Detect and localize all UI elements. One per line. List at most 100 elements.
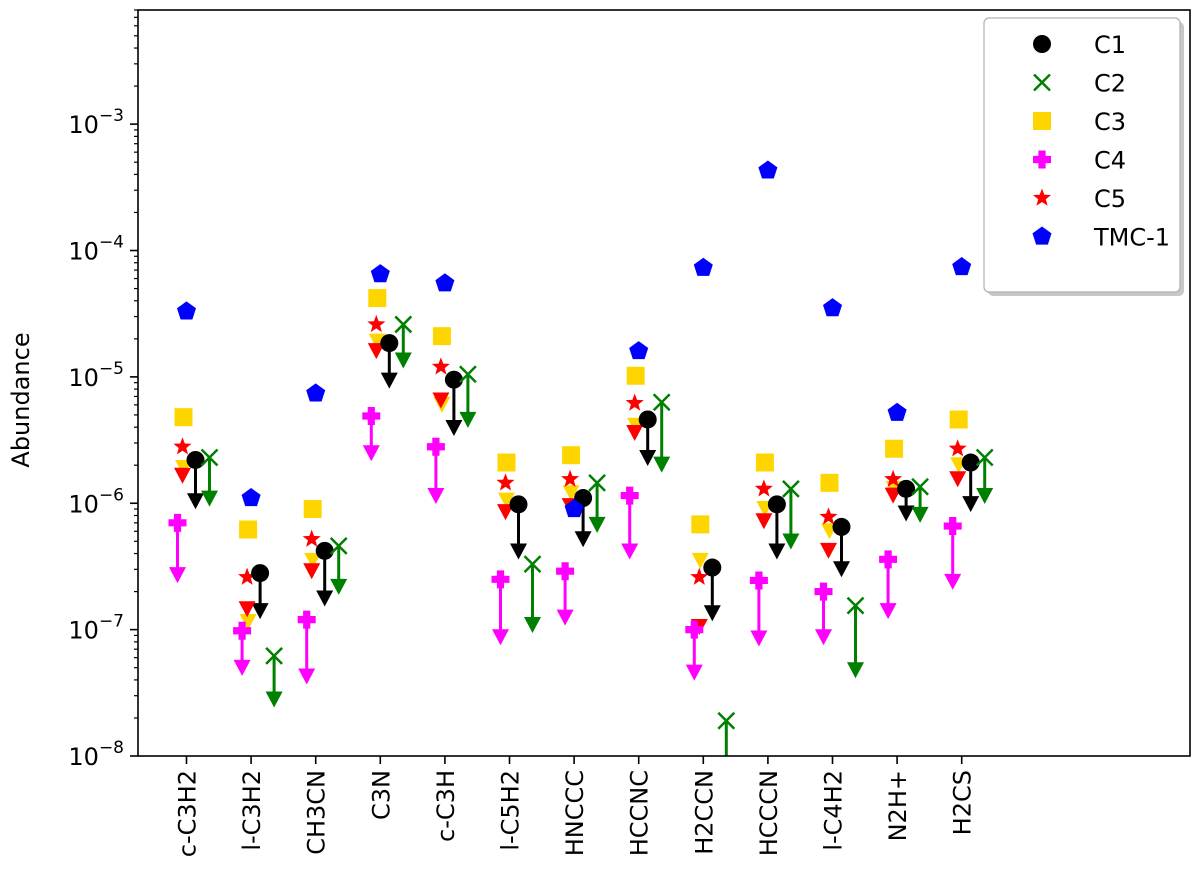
point-c1-lc5h2 bbox=[509, 495, 528, 514]
point-c2-cc3h2 bbox=[200, 448, 219, 467]
point-c5-lc3h2 bbox=[238, 567, 257, 585]
x-tick-label: c-C3H bbox=[432, 770, 460, 842]
point-c2-c3n bbox=[394, 315, 413, 334]
c3-upper-limit-marker bbox=[562, 485, 580, 502]
legend-label-c1: C1 bbox=[1094, 31, 1126, 59]
point-c4-cc3h2 bbox=[168, 513, 187, 532]
c5-upper-limit-marker bbox=[755, 513, 773, 530]
point-c4-hnccc bbox=[556, 562, 575, 581]
x-tick-label: l-C3H2 bbox=[238, 770, 266, 851]
point-c4-c3n bbox=[362, 407, 381, 426]
upper-limit-arrow-head bbox=[394, 352, 412, 369]
point-c2-ch3cn bbox=[329, 536, 348, 555]
point-c4-lc4h2 bbox=[814, 582, 833, 601]
upper-limit-arrow-head bbox=[427, 488, 445, 505]
point-tmc1-cc3h2 bbox=[176, 301, 197, 320]
point-c3-lc3h2 bbox=[239, 520, 258, 539]
point-c3-c3n bbox=[368, 289, 387, 308]
legend-label-tmc1: TMC-1 bbox=[1093, 224, 1170, 252]
c5-upper-limit-marker bbox=[238, 601, 256, 618]
upper-limit-arrow-head bbox=[879, 603, 897, 620]
point-tmc1-ch3cn bbox=[306, 383, 326, 402]
upper-limit-arrow-head bbox=[847, 662, 864, 679]
upper-limit-arrow-head bbox=[782, 533, 800, 550]
y-tick-base: 10 bbox=[68, 364, 99, 392]
point-tmc1-n2h bbox=[887, 402, 907, 421]
upper-limit-arrow-head bbox=[265, 691, 283, 708]
point-c1-c3n bbox=[380, 334, 399, 353]
x-tick-label: H2CS bbox=[949, 770, 977, 835]
point-c5-lc5h2 bbox=[496, 473, 515, 491]
point-c4-n2h bbox=[879, 550, 898, 569]
upper-limit-arrow-head bbox=[944, 573, 962, 590]
point-c2-hccnc bbox=[652, 393, 671, 412]
point-c1-h2ccn bbox=[703, 558, 722, 577]
point-c3-lc5h2 bbox=[497, 453, 516, 472]
legend-marker-c2 bbox=[1033, 73, 1051, 92]
x-tick-label: N2H+ bbox=[884, 770, 912, 841]
point-c3-hcccn bbox=[755, 453, 774, 472]
c3-upper-limit-marker bbox=[239, 613, 257, 630]
c5-upper-limit-marker bbox=[626, 424, 644, 441]
point-c1-cc3h bbox=[444, 370, 463, 389]
c3-upper-limit-marker bbox=[691, 552, 709, 569]
upper-limit-arrow-head bbox=[703, 605, 721, 622]
legend-box bbox=[983, 17, 1181, 293]
point-c4-hccnc bbox=[620, 486, 639, 505]
point-c5-ch3cn bbox=[302, 529, 321, 547]
point-c3-cc3h2 bbox=[174, 408, 193, 427]
chart-marks bbox=[168, 160, 994, 756]
point-c4-lc5h2 bbox=[491, 570, 510, 589]
c5-upper-limit-marker bbox=[432, 392, 450, 409]
x-tick-label: l-C4H2 bbox=[820, 770, 848, 851]
upper-limit-arrow-head bbox=[362, 445, 380, 462]
legend: C1 C2 C3 C4 C5 TMC-1 bbox=[983, 17, 1184, 296]
point-tmc1-lc4h2 bbox=[822, 298, 843, 317]
point-c2-h2cs bbox=[975, 448, 994, 467]
upper-limit-arrow-head bbox=[298, 668, 316, 685]
point-c5-cc3h bbox=[431, 357, 450, 375]
c5-upper-limit-marker bbox=[820, 542, 837, 559]
legend-marker-c3 bbox=[1033, 112, 1051, 130]
legend-marker-c1 bbox=[1033, 35, 1051, 53]
point-c3-lc4h2 bbox=[820, 473, 839, 492]
point-c2-cc3h bbox=[459, 365, 477, 384]
legend-label-c5: C5 bbox=[1094, 185, 1126, 213]
upper-limit-arrow-head bbox=[380, 372, 398, 389]
point-tmc1-h2ccn bbox=[693, 257, 713, 276]
upper-limit-arrow-head bbox=[588, 516, 606, 533]
legend-label-c4: C4 bbox=[1094, 147, 1126, 175]
point-c3-hccnc bbox=[626, 366, 645, 385]
upper-limit-arrow-head bbox=[976, 488, 994, 505]
upper-limit-arrow-head bbox=[556, 609, 574, 626]
point-tmc1-hcccn bbox=[758, 160, 778, 179]
y-tick-label: 10−5 bbox=[68, 359, 124, 392]
y-tick-base: 10 bbox=[68, 238, 99, 266]
legend-label-c3: C3 bbox=[1094, 108, 1126, 136]
chart-axes: 10−810−710−610−510−410−3c-C3H2 l-C3H2 CH3C… bbox=[68, 9, 1191, 857]
upper-limit-arrow-head bbox=[316, 590, 334, 607]
upper-limit-arrow-head bbox=[169, 567, 186, 584]
point-c4-lc3h2 bbox=[233, 621, 252, 640]
point-c2-hcccn bbox=[782, 479, 800, 498]
point-c3-ch3cn bbox=[303, 500, 322, 519]
c5-upper-limit-marker bbox=[174, 467, 191, 484]
upper-limit-arrow-head bbox=[492, 629, 509, 646]
y-tick-exponent: −5 bbox=[99, 359, 124, 379]
upper-limit-arrow-head bbox=[574, 531, 592, 548]
point-c1-lc4h2 bbox=[832, 517, 851, 536]
point-c2-hnccc bbox=[588, 473, 606, 492]
point-c3-h2cs bbox=[949, 410, 968, 429]
point-c5-n2h bbox=[884, 469, 903, 487]
upper-limit-arrow-head bbox=[685, 664, 703, 681]
point-c1-h2cs bbox=[961, 453, 980, 472]
upper-limit-arrow-head bbox=[621, 543, 639, 560]
c5-upper-limit-marker bbox=[367, 343, 385, 360]
point-c5-c3n bbox=[367, 314, 386, 333]
y-tick-base: 10 bbox=[68, 490, 99, 518]
point-c1-hcccn bbox=[767, 495, 786, 514]
point-c1-ch3cn bbox=[315, 541, 334, 560]
y-tick-label: 10−3 bbox=[68, 106, 124, 139]
x-tick-label: CH3CN bbox=[303, 770, 331, 855]
